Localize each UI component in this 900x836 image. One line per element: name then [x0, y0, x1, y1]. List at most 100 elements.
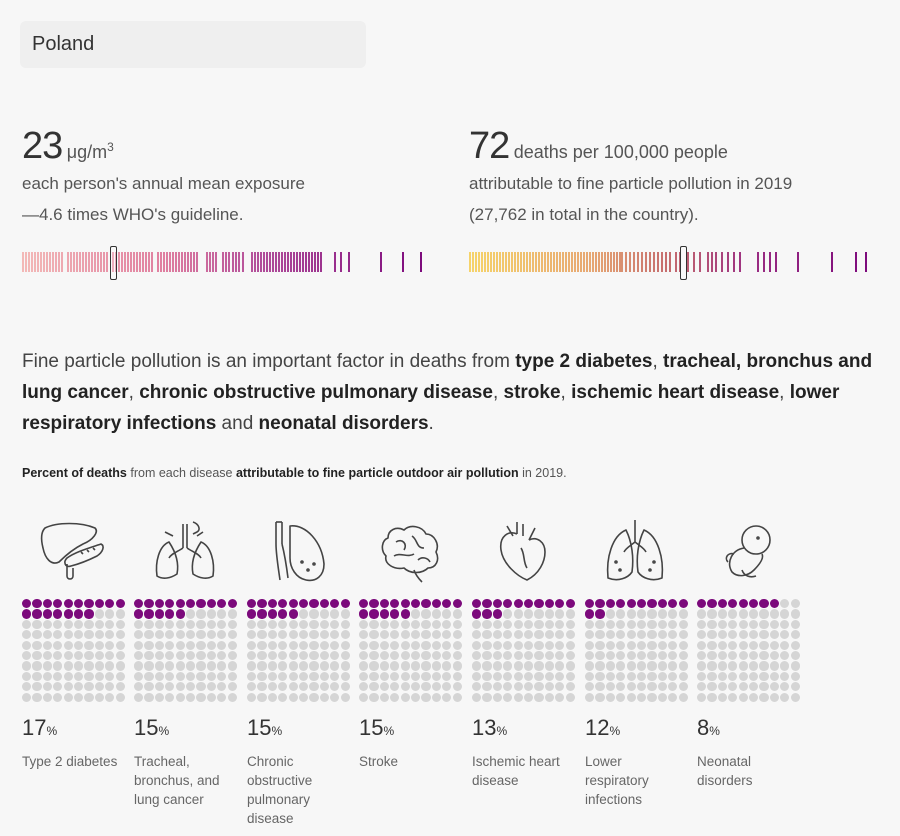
waffle-dot-empty	[668, 640, 678, 650]
distribution-tick	[568, 252, 570, 272]
distribution-tick	[472, 252, 474, 272]
waffle-dot-empty	[196, 650, 206, 661]
waffle-dot-empty	[707, 692, 717, 702]
distribution-tick	[565, 252, 567, 272]
disease-percent: 13%	[472, 715, 508, 740]
disease-percent: 15%	[247, 715, 283, 740]
distribution-tick	[577, 252, 579, 272]
waffle-dot-filled	[605, 599, 615, 609]
waffle-dot-empty	[134, 630, 144, 640]
waffle-dot-empty	[94, 682, 104, 692]
waffle-dot-empty	[482, 671, 492, 681]
waffle-dot-empty	[154, 650, 164, 661]
waffle-dot-empty	[780, 630, 790, 640]
waffle-dot-empty	[309, 661, 319, 671]
waffle-dot-empty	[53, 650, 63, 661]
waffle-dot-empty	[647, 650, 657, 661]
waffle-dot-empty	[748, 609, 759, 619]
waffle-dot-empty	[657, 671, 667, 681]
waffle-dot-empty	[63, 619, 73, 629]
distribution-tick	[665, 252, 667, 272]
waffle-dot-filled	[431, 599, 441, 609]
waffle-dot-empty	[330, 682, 340, 692]
waffle-dot-empty	[605, 650, 615, 661]
waffle-dot-empty	[678, 671, 688, 681]
waffle-dot-empty	[636, 682, 647, 692]
waffle-dot-empty	[555, 661, 565, 671]
waffle-dot-empty	[185, 692, 196, 702]
distribution-tick	[699, 252, 701, 272]
waffle-dot-empty	[492, 619, 502, 629]
distribution-tick	[187, 252, 189, 272]
waffle-dot-empty	[728, 682, 738, 692]
distribution-tick	[583, 252, 585, 272]
waffle-dot-filled	[247, 609, 257, 619]
waffle-dot-empty	[605, 619, 615, 629]
waffle-dot-filled	[267, 599, 277, 609]
waffle-dot-empty	[707, 630, 717, 640]
distribution-tick	[70, 252, 72, 272]
waffle-dot-empty	[769, 630, 779, 640]
waffle-dot-empty	[53, 692, 63, 702]
waffle-dot-empty	[73, 640, 84, 650]
waffle-dot-empty	[657, 630, 667, 640]
waffle-dot-empty	[544, 682, 554, 692]
distribution-tick	[55, 252, 57, 272]
liver-pancreas-icon	[22, 514, 122, 588]
waffle-dot-empty	[697, 609, 707, 619]
waffle-dot-empty	[217, 682, 227, 692]
waffle-dot-empty	[309, 640, 319, 650]
country-select[interactable]: Poland	[20, 21, 366, 68]
waffle-dot-empty	[585, 692, 595, 702]
lung-airway-icon	[247, 514, 347, 588]
distribution-tick	[619, 252, 621, 272]
waffle-dot-empty	[738, 619, 748, 629]
distribution-tick	[118, 252, 120, 272]
waffle-dot-empty	[369, 650, 379, 661]
diseases-sentence: Fine particle pollution is an important …	[22, 351, 873, 434]
waffle-dot-empty	[359, 640, 369, 650]
distribution-tick	[657, 252, 659, 272]
distribution-tick	[550, 252, 552, 272]
distribution-tick	[556, 252, 558, 272]
distribution-tick	[499, 252, 501, 272]
waffle-dot-empty	[175, 661, 185, 671]
waffle-dot-empty	[442, 650, 452, 661]
exposure-desc-line1: each person's annual mean exposure	[22, 174, 305, 193]
waffle-dot-empty	[472, 661, 482, 671]
waffle-dot-empty	[185, 661, 196, 671]
waffle-dot-empty	[595, 671, 605, 681]
distribution-tick	[580, 252, 582, 272]
waffle-dot-filled	[482, 609, 492, 619]
waffle-dot-empty	[196, 661, 206, 671]
distribution-tick	[727, 252, 729, 272]
waffle-dot-empty	[595, 650, 605, 661]
waffle-dot-empty	[523, 640, 534, 650]
waffle-dot-empty	[790, 599, 800, 609]
waffle-dot-empty	[452, 671, 462, 681]
waffle-dot-filled	[728, 599, 738, 609]
waffle-dot-empty	[790, 671, 800, 681]
waffle-dot-empty	[503, 671, 513, 681]
waffle-dot-empty	[759, 640, 769, 650]
waffle-dot-empty	[400, 619, 410, 629]
waffle-dot-empty	[780, 599, 790, 609]
waffle-dot-empty	[206, 619, 216, 629]
waffle-dot-empty	[626, 682, 636, 692]
waffle-dot-empty	[678, 692, 688, 702]
waffle-dot-empty	[790, 619, 800, 629]
distribution-tick	[215, 252, 217, 272]
waffle-dot-empty	[431, 640, 441, 650]
disease-label: Tracheal, bronchus, and lung cancer	[134, 754, 220, 807]
waffle-dot-empty	[227, 682, 237, 692]
waffle-dot-filled	[278, 609, 288, 619]
waffle-dot-empty	[144, 682, 154, 692]
waffle-dot-empty	[32, 671, 42, 681]
waffle-dot-empty	[340, 661, 350, 671]
waffle-dot-empty	[636, 609, 647, 619]
distribution-tick	[287, 252, 289, 272]
waffle-dot-empty	[452, 692, 462, 702]
waffle-dot-empty	[410, 692, 421, 702]
distribution-tick	[296, 252, 298, 272]
distribution-tick	[532, 252, 534, 272]
